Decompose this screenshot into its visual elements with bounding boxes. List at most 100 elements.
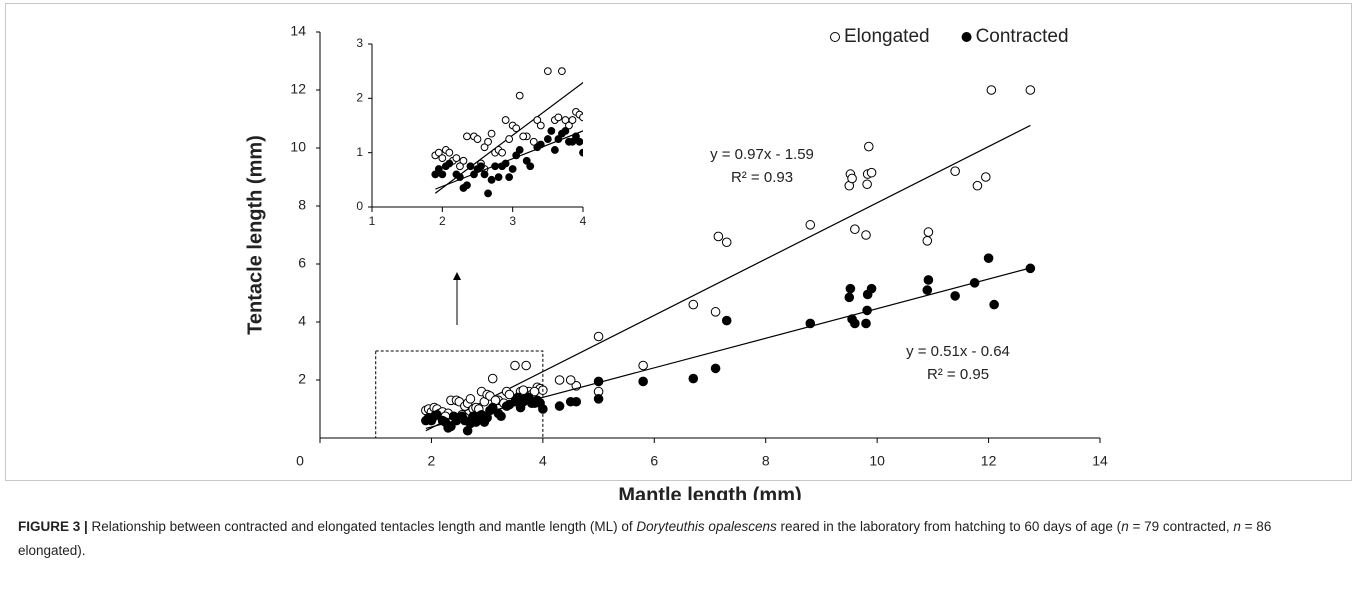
point (601, 95, 608, 102)
point (922, 236, 933, 246)
x-tick-label: 1 (369, 214, 376, 228)
point (554, 135, 563, 143)
legend-marker (961, 32, 972, 42)
point (515, 146, 524, 154)
point (529, 386, 540, 397)
point (575, 137, 583, 146)
y-tick-label: 4 (298, 313, 306, 329)
point (529, 137, 538, 146)
point (438, 154, 447, 163)
y-tick-label: 6 (298, 255, 306, 271)
caption-text: Relationship between contracted and elon… (87, 519, 637, 534)
point (554, 375, 565, 385)
y-tick-label: 0 (356, 199, 363, 213)
point (466, 162, 475, 171)
legend-label: Contracted (976, 26, 1069, 47)
point (543, 67, 552, 76)
caption-text: = 86 elongated). (18, 519, 1272, 558)
point (565, 121, 573, 130)
point (706, 68, 713, 75)
point (650, 13, 657, 20)
caption-text: FIGURE 3 | (18, 519, 88, 534)
point (572, 132, 580, 141)
x-axis-title: Mantle length (mm) (618, 484, 801, 500)
point (798, 73, 805, 80)
point (452, 154, 461, 163)
point (579, 113, 583, 122)
point (518, 385, 529, 395)
y-tick-label: 3 (356, 36, 363, 50)
point (1025, 85, 1036, 95)
point (519, 132, 528, 141)
point (983, 253, 994, 264)
point (862, 179, 872, 190)
point (710, 307, 721, 317)
x-tick-label: 4 (580, 214, 587, 228)
y-tick-label: 10 (290, 139, 306, 155)
point (463, 132, 471, 141)
caption-text: n (1121, 519, 1129, 534)
point (501, 159, 510, 168)
point (721, 237, 732, 248)
point (496, 411, 506, 422)
point (923, 275, 934, 285)
figure-frame (5, 3, 1352, 481)
point (601, 144, 608, 151)
point (473, 135, 482, 143)
caption-text: n (1233, 519, 1241, 534)
point (508, 165, 517, 173)
point (986, 85, 997, 95)
x-tick-label: 6 (650, 453, 658, 469)
point (950, 291, 960, 301)
x-tick-label: 2 (428, 453, 436, 469)
point (498, 148, 507, 157)
plot-area (431, 13, 805, 198)
legend-label: Elongated (844, 26, 930, 47)
point (554, 113, 563, 122)
point (989, 299, 999, 310)
point (477, 162, 485, 171)
point (650, 130, 657, 137)
point (487, 175, 496, 184)
x-tick-label: 0 (296, 453, 304, 469)
point (504, 389, 515, 400)
point (536, 140, 545, 149)
zoom-box (375, 350, 544, 439)
point (863, 141, 874, 152)
point (862, 305, 872, 316)
trend-equation: y = 0.51x - 0.64 (906, 343, 1010, 360)
point (446, 421, 456, 432)
y-axis-title: Tentacle length (mm) (244, 135, 266, 335)
caption-text: Doryteuthis opalescens (636, 519, 777, 534)
y-tick-label: 14 (290, 23, 306, 39)
point (505, 135, 514, 143)
point (518, 396, 529, 407)
point (615, 95, 622, 102)
point (521, 360, 531, 371)
point (459, 156, 468, 165)
point (713, 231, 724, 242)
caption-text: = 79 contracted, (1128, 519, 1234, 534)
point (861, 230, 871, 240)
x-tick-label: 14 (1092, 453, 1108, 469)
point (456, 162, 464, 171)
legend-marker (830, 32, 840, 42)
point (638, 360, 648, 371)
point (847, 173, 857, 184)
point (593, 376, 604, 387)
point (568, 116, 577, 124)
point (512, 151, 521, 160)
trend-line (425, 124, 1031, 432)
point (561, 127, 570, 135)
point (850, 318, 860, 329)
point (484, 137, 492, 146)
y-tick-label: 12 (290, 81, 306, 97)
x-tick-label: 4 (539, 453, 547, 469)
point (721, 315, 732, 326)
point (432, 410, 442, 420)
point (688, 373, 699, 384)
point (480, 170, 489, 179)
point (845, 283, 856, 294)
point (1025, 263, 1036, 274)
